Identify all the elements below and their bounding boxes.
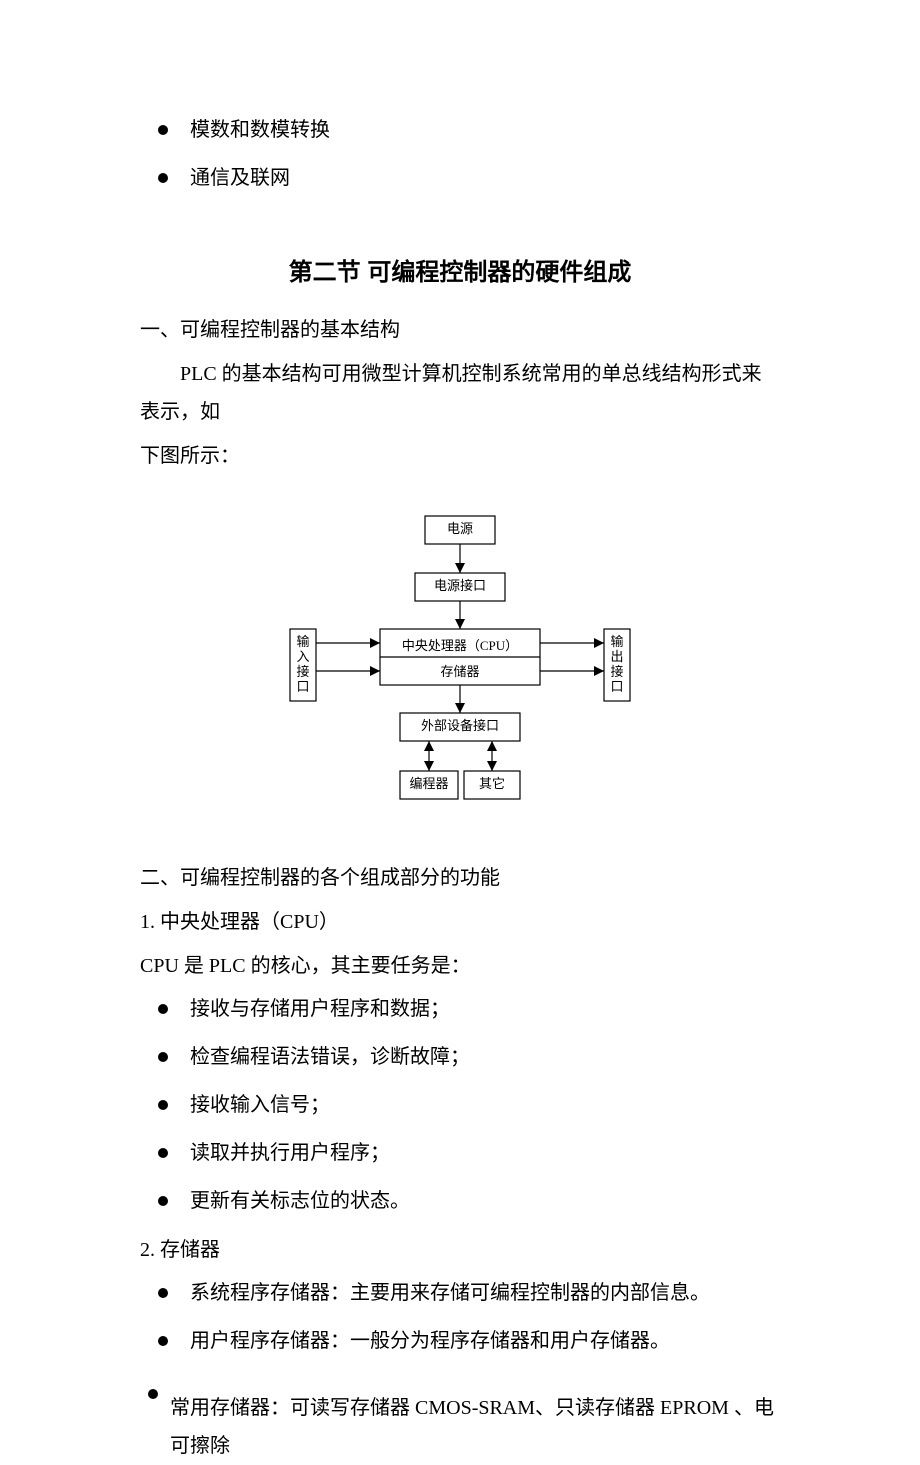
bullet-item: 用户程序存储器：一般分为程序存储器和用户存储器。	[140, 1323, 780, 1359]
bullet-icon	[148, 1389, 158, 1399]
bullet-item: 接收与存储用户程序和数据；	[140, 991, 780, 1027]
heading-1: 一、可编程控制器的基本结构	[140, 311, 780, 349]
svg-text:编程器: 编程器	[409, 776, 448, 791]
bullet-item: 系统程序存储器：主要用来存储可编程控制器的内部信息。	[140, 1275, 780, 1311]
bullet-text: 模数和数模转换	[190, 112, 330, 148]
bullet-text: 通信及联网	[190, 160, 290, 196]
bullet-text: 常用存储器：可读写存储器 CMOS-SRAM、只读存储器 EPROM 、电可擦除	[170, 1389, 780, 1465]
bullet-item: 常用存储器：可读写存储器 CMOS-SRAM、只读存储器 EPROM 、电可擦除	[140, 1389, 780, 1465]
bullet-icon	[158, 1196, 168, 1206]
bullet-icon	[158, 1336, 168, 1346]
svg-text:接: 接	[296, 664, 309, 679]
plc-structure-diagram: 电源电源接口中央处理器（CPU）存储器输入接口输出接口外部设备接口编程器其它	[250, 511, 670, 811]
bullet-icon	[158, 173, 168, 183]
svg-text:中央处理器（CPU）: 中央处理器（CPU）	[402, 638, 518, 653]
list-number-item: 1. 中央处理器（CPU）	[140, 903, 780, 941]
svg-text:口: 口	[610, 679, 623, 694]
bullet-item: 接收输入信号；	[140, 1087, 780, 1123]
svg-text:外部设备接口: 外部设备接口	[421, 718, 499, 733]
bullet-item: 更新有关标志位的状态。	[140, 1183, 780, 1219]
bullet-icon	[158, 1004, 168, 1014]
heading-2: 二、可编程控制器的各个组成部分的功能	[140, 859, 780, 897]
paragraph-line: PLC 的基本结构可用微型计算机控制系统常用的单总线结构形式来表示，如	[140, 355, 780, 431]
svg-text:输: 输	[296, 634, 309, 649]
svg-text:口: 口	[296, 679, 309, 694]
svg-text:输: 输	[610, 634, 623, 649]
bullet-item: 读取并执行用户程序；	[140, 1135, 780, 1171]
bullet-item: 模数和数模转换	[140, 112, 780, 148]
section-title: 第二节 可编程控制器的硬件组成	[140, 252, 780, 287]
bullet-text: 系统程序存储器：主要用来存储可编程控制器的内部信息。	[190, 1275, 710, 1311]
bullet-icon	[158, 1100, 168, 1110]
svg-text:出: 出	[610, 649, 623, 664]
document-page: 模数和数模转换 通信及联网 第二节 可编程控制器的硬件组成 一、可编程控制器的基…	[0, 0, 920, 1302]
svg-text:入: 入	[296, 649, 309, 664]
bullet-text: 接收与存储用户程序和数据；	[190, 991, 450, 1027]
paragraph-line: 下图所示：	[140, 437, 780, 475]
svg-text:其它: 其它	[479, 776, 505, 791]
svg-text:存储器: 存储器	[440, 664, 479, 679]
bullet-text: 接收输入信号；	[190, 1087, 330, 1123]
bullet-item: 通信及联网	[140, 160, 780, 196]
bullet-icon	[158, 1288, 168, 1298]
svg-text:电源接口: 电源接口	[434, 578, 486, 593]
svg-text:接: 接	[610, 664, 623, 679]
bullet-icon	[158, 1148, 168, 1158]
bullet-text: 更新有关标志位的状态。	[190, 1183, 410, 1219]
bullet-text: 检查编程语法错误，诊断故障；	[190, 1039, 470, 1075]
bullet-item: 检查编程语法错误，诊断故障；	[140, 1039, 780, 1075]
list-number-item: 2. 存储器	[140, 1231, 780, 1269]
cpu-intro: CPU 是 PLC 的核心，其主要任务是：	[140, 947, 780, 985]
bullet-text: 读取并执行用户程序；	[190, 1135, 390, 1171]
svg-text:电源: 电源	[447, 521, 473, 536]
bullet-icon	[158, 125, 168, 135]
bullet-icon	[158, 1052, 168, 1062]
diagram-svg: 电源电源接口中央处理器（CPU）存储器输入接口输出接口外部设备接口编程器其它	[250, 511, 670, 811]
bullet-text: 用户程序存储器：一般分为程序存储器和用户存储器。	[190, 1323, 670, 1359]
